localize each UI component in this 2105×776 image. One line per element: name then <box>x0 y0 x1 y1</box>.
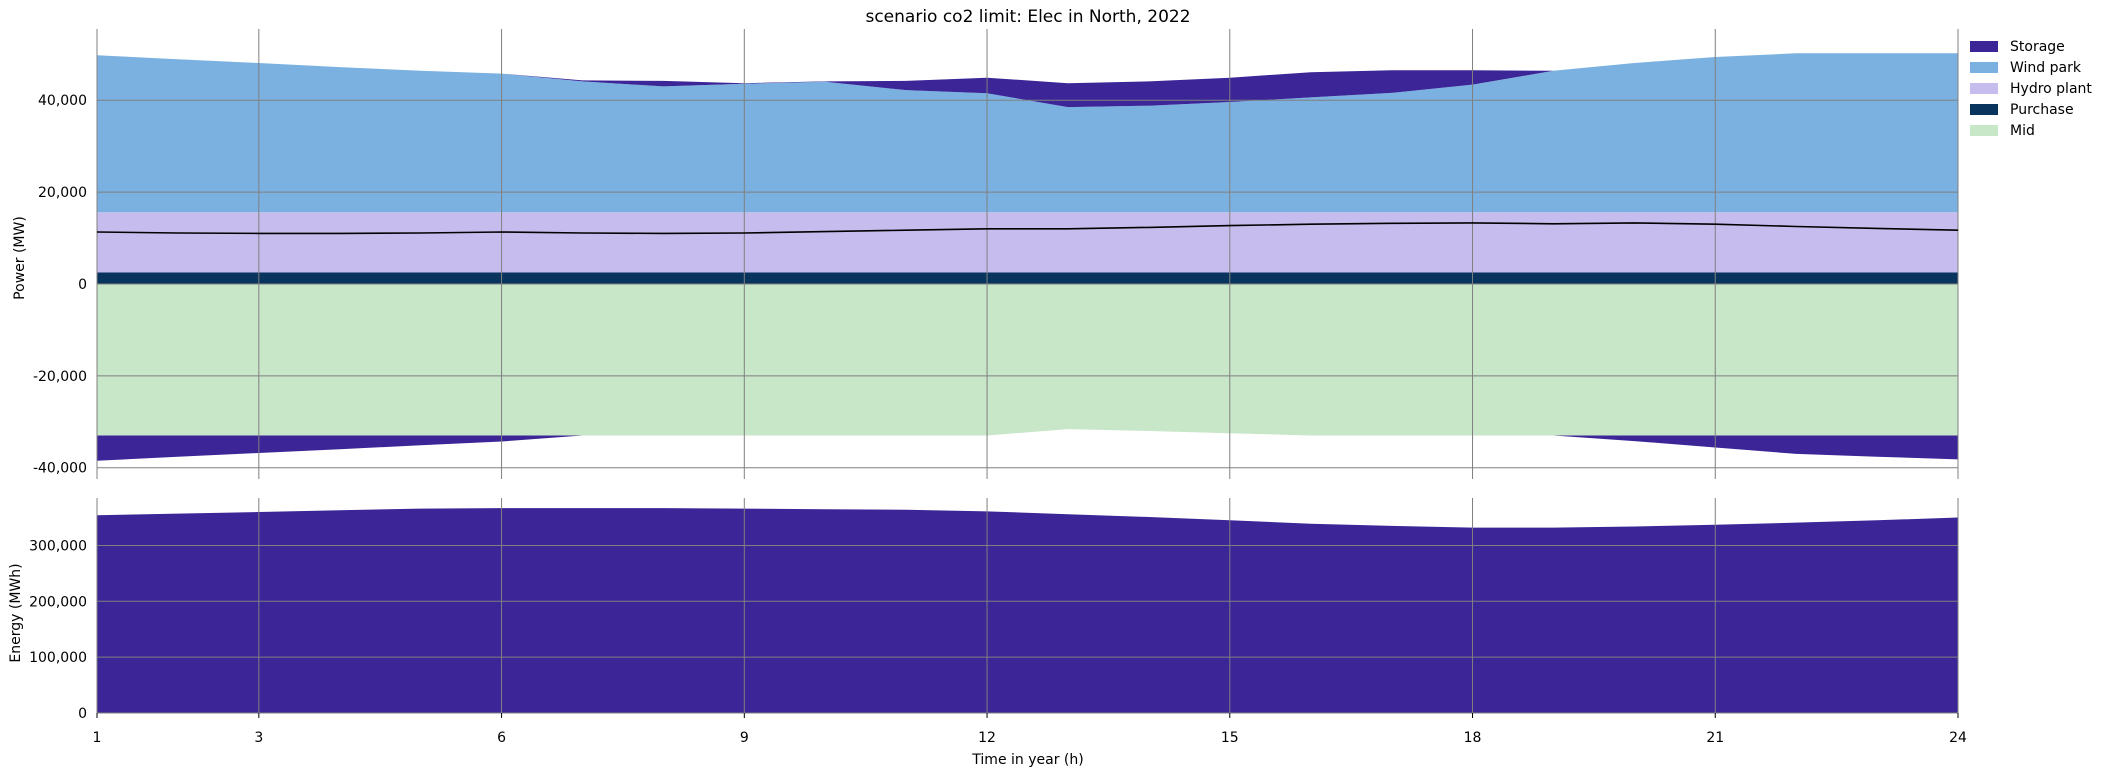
power-y-axis-label: Power (MW) <box>12 216 28 300</box>
x-tick-label: 12 <box>978 730 996 746</box>
x-axis-label: Time in year (h) <box>971 752 1083 768</box>
energy-panel: 0 100,000 200,000 300,000 Energy (MWh) <box>8 498 1959 722</box>
area-negative-mid <box>97 284 1958 436</box>
x-tick-label: 3 <box>254 730 263 746</box>
legend-label-mid: Mid <box>2010 123 2035 139</box>
area-positive-purchase <box>97 272 1958 284</box>
x-tick-label: 18 <box>1464 730 1482 746</box>
area-positive-storage <box>97 53 1958 108</box>
energy-y-tick-label: 100,000 <box>29 650 87 666</box>
x-tick-label: 9 <box>740 730 749 746</box>
power-y-tick-label: 40,000 <box>38 93 87 109</box>
power-areas <box>97 53 1958 461</box>
legend-swatch-storage <box>1970 41 1998 52</box>
energy-y-tick-label: 0 <box>78 706 87 722</box>
legend-swatch-hydro-plant <box>1970 83 1998 94</box>
legend-swatch-purchase <box>1970 104 1998 115</box>
energy-y-tick-label: 200,000 <box>29 594 87 610</box>
power-y-tick-label: 20,000 <box>38 185 87 201</box>
power-grid <box>96 29 1959 479</box>
x-tick-label: 15 <box>1221 730 1239 746</box>
legend-label-storage: Storage <box>2010 39 2065 55</box>
legend: Storage Wind park Hydro plant Purchase Mid <box>1970 39 2092 139</box>
energy-y-axis-label: Energy (MWh) <box>8 563 24 662</box>
energy-grid <box>96 498 1959 714</box>
power-y-tick-label: -20,000 <box>33 369 87 385</box>
x-tick-label: 24 <box>1949 730 1967 746</box>
power-y-tick-label: 0 <box>78 277 87 293</box>
x-axis-ticks: 1 3 6 9 12 15 18 21 24 <box>93 713 1967 746</box>
energy-y-tick-label: 300,000 <box>29 538 87 554</box>
demand-line <box>96 222 1959 235</box>
legend-label-hydro-plant: Hydro plant <box>2010 81 2092 97</box>
x-tick-label: 21 <box>1706 730 1724 746</box>
x-tick-label: 1 <box>93 730 102 746</box>
legend-swatch-mid <box>1970 125 1998 136</box>
energy-areas <box>97 508 1958 713</box>
energy-area-storage <box>97 508 1958 713</box>
power-y-tick-label: -40,000 <box>33 461 87 477</box>
power-y-ticks: 40,000 20,000 0 -20,000 -40,000 <box>33 93 87 477</box>
area-positive-wind-park <box>97 53 1958 213</box>
energy-y-ticks: 0 100,000 200,000 300,000 <box>29 538 87 722</box>
legend-label-wind-park: Wind park <box>2010 60 2082 76</box>
x-tick-label: 6 <box>497 730 506 746</box>
area-positive-hydro-plant <box>97 212 1958 273</box>
chart-title: scenario co2 limit: Elec in North, 2022 <box>865 7 1190 27</box>
power-panel: 40,000 20,000 0 -20,000 -40,000 Power (MW) <box>12 29 1959 479</box>
legend-swatch-wind-park <box>1970 62 1998 73</box>
legend-label-purchase: Purchase <box>2010 102 2074 118</box>
